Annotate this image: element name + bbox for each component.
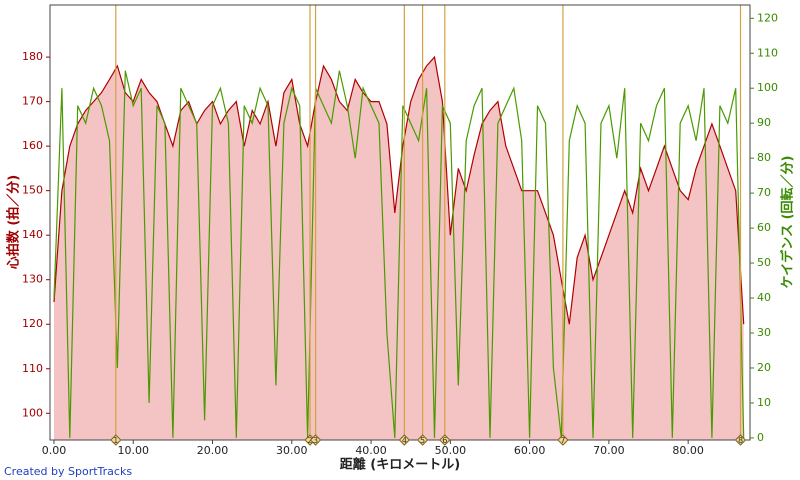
x-tick-label: 0.00 <box>42 444 67 457</box>
lap-marker <box>734 434 747 446</box>
y-tick-label: 120 <box>22 317 43 330</box>
y2-tick-label: 0 <box>757 431 764 444</box>
x-tick-label: 70.00 <box>593 444 625 457</box>
x-tick-label: 50.00 <box>435 444 467 457</box>
y-tick-label: 140 <box>22 228 43 241</box>
y2-tick-label: 50 <box>757 256 771 269</box>
cadence-line <box>53 70 745 438</box>
y-axis-title: 心拍数 (拍／分) <box>6 175 22 269</box>
y2-tick-label: 10 <box>757 396 771 409</box>
lap-label: 4 <box>402 436 407 445</box>
y-tick-label: 130 <box>22 273 43 286</box>
y2-tick-label: 70 <box>757 186 771 199</box>
x-tick-label: 30.00 <box>276 444 308 457</box>
y-tick-label: 110 <box>22 362 43 375</box>
x-tick-label: 20.00 <box>197 444 229 457</box>
x-tick-label: 60.00 <box>514 444 546 457</box>
y2-tick-label: 90 <box>757 116 771 129</box>
y-tick-label: 160 <box>22 139 43 152</box>
lap-marker <box>398 434 411 446</box>
y2-tick-label: 20 <box>757 361 771 374</box>
y2-tick-label: 40 <box>757 291 771 304</box>
y2-axis-title: ケイデンス (回転／分) <box>780 156 796 289</box>
y2-tick-label: 100 <box>757 81 778 94</box>
y-tick-label: 100 <box>22 406 43 419</box>
y-tick-label: 150 <box>22 184 43 197</box>
lap-label: 1 <box>113 436 118 445</box>
x-tick-label: 40.00 <box>355 444 387 457</box>
lap-label: 3 <box>313 436 318 445</box>
y2-tick-label: 120 <box>757 11 778 24</box>
lap-marker <box>110 434 122 446</box>
hr-line <box>53 55 745 325</box>
x-axis-title: 距離 (キロメートル) <box>340 457 460 473</box>
lap-marker <box>557 434 569 446</box>
lap-label: 5 <box>420 436 425 445</box>
lap-label: 7 <box>560 436 565 445</box>
lap-marker <box>439 434 451 446</box>
x-tick-label: 10.00 <box>117 444 149 457</box>
lap-label: 6 <box>442 436 447 445</box>
lap-marker <box>309 434 322 446</box>
y-tick-label: 170 <box>22 95 43 108</box>
lap-marker <box>416 434 429 446</box>
y2-tick-label: 60 <box>757 221 771 234</box>
x-tick-label: 80.00 <box>672 444 704 457</box>
lap-label: 8 <box>738 436 743 445</box>
y2-tick-label: 80 <box>757 151 771 164</box>
footer: Created by SportTracks <box>4 465 132 478</box>
y2-tick-label: 30 <box>757 326 771 339</box>
lap-label: 2 <box>307 436 312 445</box>
y2-tick-label: 110 <box>757 46 778 59</box>
y-tick-label: 180 <box>22 50 43 63</box>
